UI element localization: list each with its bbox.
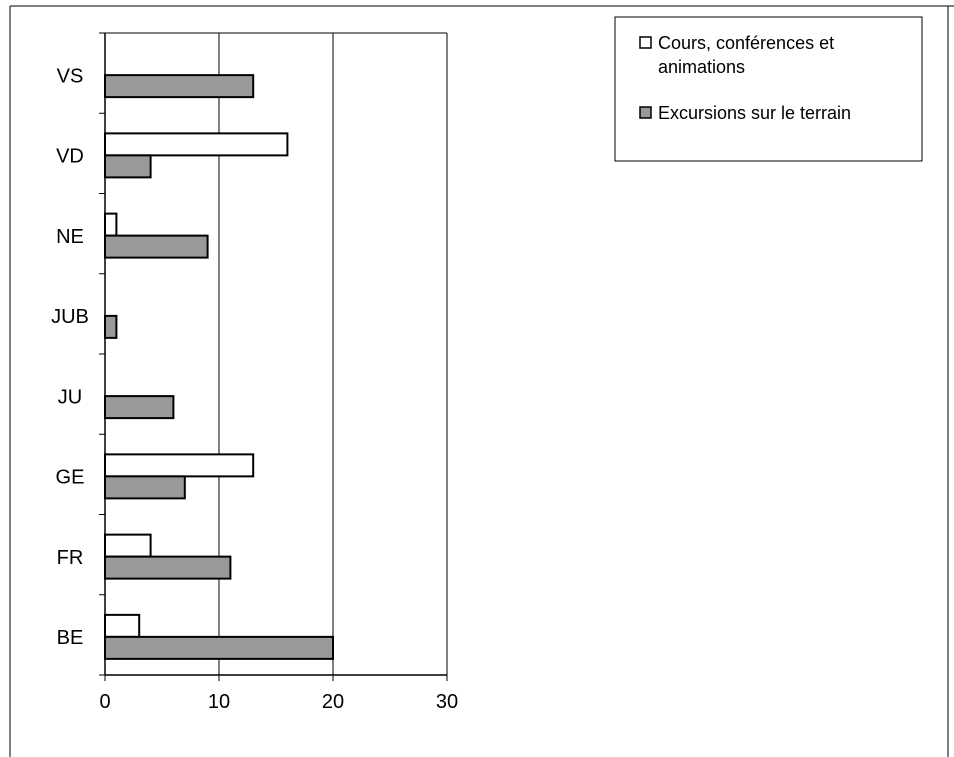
bar-jub-series-2 xyxy=(104,314,118,339)
bar-be-series-2 xyxy=(104,635,334,660)
bar-ne-series-1 xyxy=(104,212,118,237)
bar-fr-series-2 xyxy=(104,555,232,580)
bar-ge-series-2 xyxy=(104,475,186,500)
bars xyxy=(104,74,334,660)
category-label-be: BE xyxy=(57,627,84,649)
bar-vs-series-2 xyxy=(104,74,255,99)
legend: Cours, conférences et animations Excursion… xyxy=(614,16,923,162)
bar-ne-series-2 xyxy=(104,234,209,259)
category-label-ne: NE xyxy=(56,226,84,248)
legend-box xyxy=(614,16,923,162)
category-label-ju: JU xyxy=(58,386,82,408)
category-label-jub: JUB xyxy=(51,306,89,328)
axes xyxy=(99,32,448,681)
bar-be-series-1 xyxy=(104,613,141,638)
x-tick-label-20: 20 xyxy=(322,691,344,713)
category-label-ge: GE xyxy=(56,467,85,489)
legend-label-series-1: Cours, conférences et animations xyxy=(658,33,834,77)
bar-ge-series-1 xyxy=(104,453,255,478)
category-labels: VS VD NE JUB JU GE FR BE xyxy=(51,65,89,649)
legend-swatch-series-1 xyxy=(639,36,652,49)
category-label-vd: VD xyxy=(56,146,84,168)
bar-fr-series-1 xyxy=(104,533,152,558)
bar-ju-series-2 xyxy=(104,395,175,420)
x-tick-label-10: 10 xyxy=(208,691,230,713)
category-label-fr: FR xyxy=(57,547,84,569)
legend-swatch-series-2 xyxy=(639,106,652,119)
frame-lines xyxy=(9,5,954,757)
x-tick-labels: 0 10 20 30 xyxy=(99,691,458,713)
bar-vd-series-1 xyxy=(104,132,289,157)
category-label-vs: VS xyxy=(57,65,84,87)
legend-label-series-2: Excursions sur le terrain xyxy=(658,103,851,123)
x-tick-label-0: 0 xyxy=(99,691,110,713)
bar-vd-series-2 xyxy=(104,154,152,179)
x-tick-label-30: 30 xyxy=(436,691,458,713)
